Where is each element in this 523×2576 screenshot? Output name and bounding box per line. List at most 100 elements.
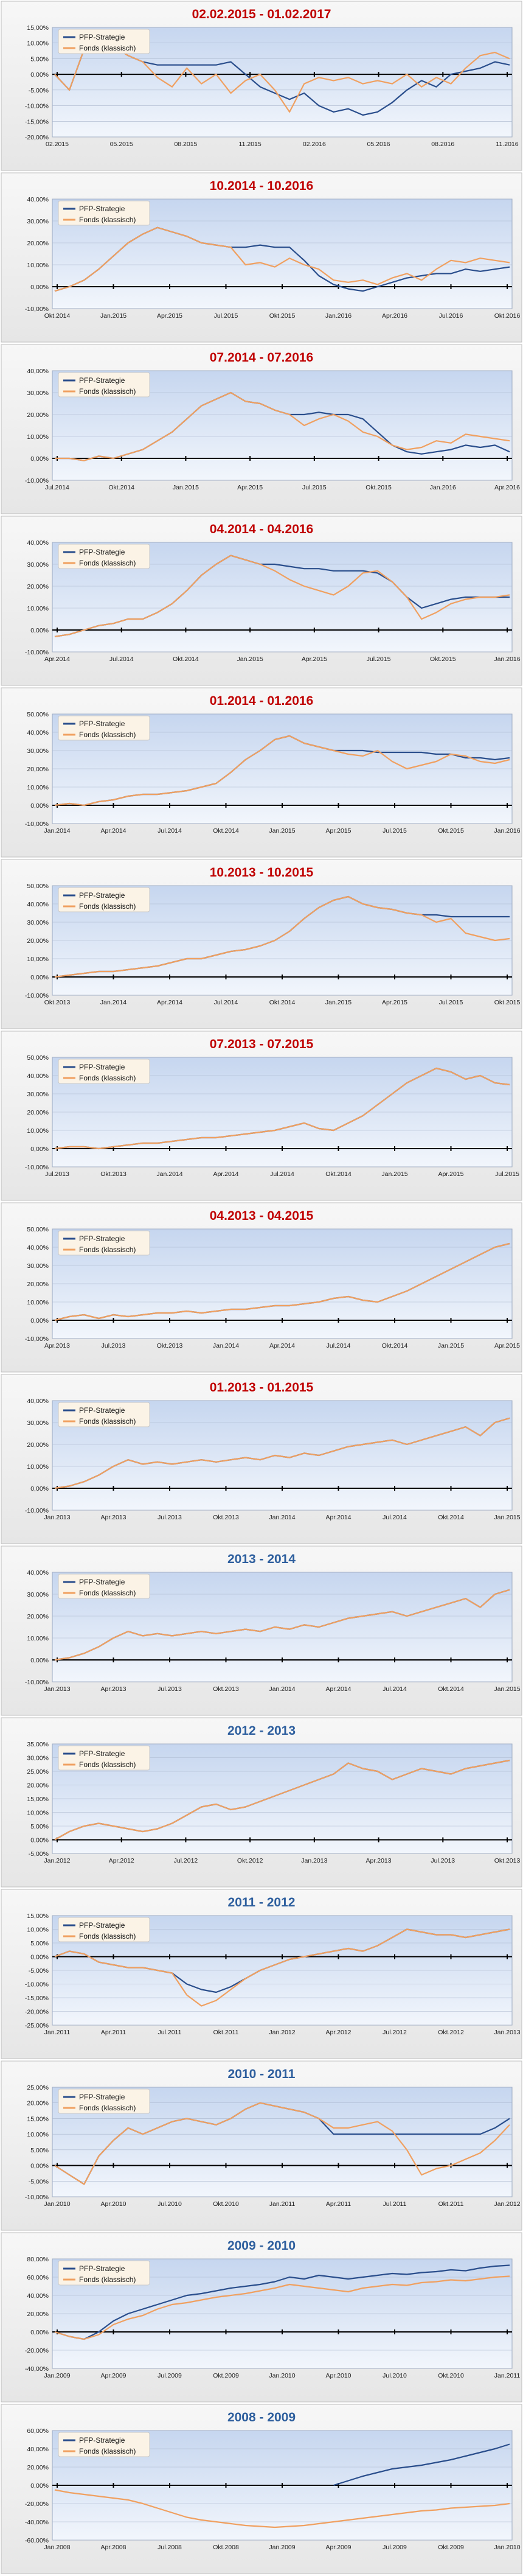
chart-panel: 2009 - 2010 80,00% 60,00% 40,00% 20,00% 0,00%…: [0, 2231, 523, 2403]
chart-svg: 04.2013 - 04.2015 50,00% 40,00% 30,00% 20,00…: [1, 1202, 522, 1373]
y-tick-label: 5,00%: [30, 2147, 49, 2154]
chart-panel: 2012 - 2013 35,00% 30,00% 25,00% 20,00% 15,00…: [0, 1717, 523, 1888]
y-tick-label: 0,00%: [30, 1657, 49, 1664]
y-tick-label: -60,00%: [25, 2537, 49, 2544]
chart-title: 04.2013 - 04.2015: [210, 1209, 314, 1223]
y-tick-label: 25,00%: [27, 1768, 49, 1776]
x-tick-label: Okt.2013: [494, 1857, 521, 1864]
x-tick-label: Apr.2010: [100, 2200, 126, 2208]
x-tick-label: Jan.2015: [237, 656, 263, 663]
y-tick-label: 0,00%: [30, 1954, 49, 1961]
x-tick-label: Jul.2015: [383, 827, 407, 835]
chart-svg: 01.2014 - 01.2016 50,00% 40,00% 30,00% 20,00…: [1, 687, 522, 858]
x-tick-label: Okt.2015: [430, 656, 456, 663]
y-tick-label: 0,00%: [30, 1485, 49, 1493]
chart-panel: 02.02.2015 - 01.02.2017 15,00% 10,00% 5,00%…: [0, 0, 523, 172]
chart-panel: 2011 - 2012 15,00% 10,00% 5,00% 0,00% -5,00% -…: [0, 1888, 523, 2060]
chart-title: 01.2014 - 01.2016: [210, 694, 313, 708]
x-tick-label: Apr.2008: [100, 2544, 126, 2551]
x-tick-label: Jul.2013: [45, 1171, 69, 1178]
series-line-fund: [54, 1928, 510, 2007]
y-tick-label: 40,00%: [27, 1244, 49, 1251]
chart-title: 2013 - 2014: [227, 1552, 296, 1566]
x-tick-label: Jul.2014: [270, 1171, 294, 1178]
x-tick-label: Jan.2009: [44, 2372, 70, 2379]
x-tick-label: Jul.2011: [158, 2029, 182, 2036]
x-tick-label: Jul.2015: [439, 999, 463, 1006]
y-tick-label: 20,00%: [27, 411, 49, 419]
y-tick-label: 40,00%: [27, 1569, 49, 1577]
y-tick-label: -5,00%: [29, 1967, 49, 1975]
legend-label: PFP-Strategie: [79, 1921, 125, 1930]
y-tick-label: 50,00%: [27, 1054, 49, 1062]
x-tick-label: Okt.2014: [382, 1342, 408, 1349]
chart-panel: 04.2014 - 04.2016 40,00% 30,00% 20,00% 10,00…: [0, 515, 523, 687]
chart-title: 02.02.2015 - 01.02.2017: [192, 7, 331, 21]
x-tick-label: Jul.2014: [383, 1685, 407, 1693]
x-tick-label: Apr.2013: [100, 1514, 126, 1521]
x-tick-label: Okt.2013: [44, 999, 71, 1006]
series-line-fund: [54, 1242, 510, 1321]
x-tick-label: Okt.2014: [173, 656, 199, 663]
legend-label: Fonds (klassisch): [79, 2104, 136, 2112]
y-tick-label: 10,00%: [27, 956, 49, 963]
x-tick-label: 08.2015: [174, 141, 197, 148]
chart-panel: 01.2013 - 01.2015 40,00% 30,00% 20,00% 10,00…: [0, 1373, 523, 1545]
y-tick-label: 20,00%: [27, 1613, 49, 1620]
y-tick-label: 20,00%: [27, 766, 49, 773]
legend-box: [58, 1402, 150, 1427]
y-tick-label: -10,00%: [25, 992, 49, 999]
x-tick-label: 08.2016: [431, 141, 454, 148]
y-tick-label: 20,00%: [27, 1782, 49, 1790]
y-tick-label: 20,00%: [27, 1441, 49, 1449]
x-tick-label: Apr.2014: [44, 656, 70, 663]
x-tick-label: Jan.2012: [494, 2200, 520, 2208]
chart-svg: 10.2014 - 10.2016 40,00% 30,00% 20,00% 10,00…: [1, 172, 522, 343]
x-tick-label: Jul.2014: [45, 484, 69, 491]
legend-label: Fonds (klassisch): [79, 1074, 136, 1082]
chart-svg: 07.2014 - 07.2016 40,00% 30,00% 20,00% 10,00…: [1, 344, 522, 514]
x-tick-label: Apr.2010: [325, 2372, 351, 2379]
y-tick-label: 0,00%: [30, 71, 49, 79]
x-tick-label: Jul.2013: [158, 1685, 182, 1693]
y-tick-label: 20,00%: [27, 240, 49, 247]
x-tick-label: Okt.2015: [494, 999, 521, 1006]
legend-box: [58, 1917, 150, 1942]
series-line-fund: [54, 2275, 510, 2340]
x-tick-label: Jul.2012: [174, 1857, 198, 1864]
y-tick-label: 20,00%: [27, 1109, 49, 1116]
x-tick-label: 02.2016: [303, 141, 326, 148]
x-tick-label: Jan.2010: [494, 2544, 520, 2551]
chart-svg: 2008 - 2009 60,00% 40,00% 20,00% 0,00% -20,00…: [1, 2404, 522, 2574]
y-tick-label: 10,00%: [27, 1635, 49, 1642]
x-tick-label: Jan.2016: [494, 656, 520, 663]
chart-panel: 2008 - 2009 60,00% 40,00% 20,00% 0,00% -20,00…: [0, 2403, 523, 2575]
y-tick-label: 40,00%: [27, 1073, 49, 1080]
x-tick-label: Jul.2009: [158, 2372, 182, 2379]
y-tick-label: 20,00%: [27, 1281, 49, 1288]
y-tick-label: -15,00%: [25, 1995, 49, 2002]
legend-label: PFP-Strategie: [79, 2436, 125, 2445]
x-tick-label: Jul.2015: [302, 484, 327, 491]
x-tick-label: Jan.2012: [269, 2029, 295, 2036]
y-tick-label: 10,00%: [27, 1463, 49, 1471]
legend-label: PFP-Strategie: [79, 2093, 125, 2101]
series-line-fund: [54, 1759, 510, 1841]
legend-label: PFP-Strategie: [79, 2264, 125, 2273]
x-tick-label: Okt.2014: [213, 827, 239, 835]
y-tick-label: 20,00%: [27, 937, 49, 945]
y-tick-label: -10,00%: [25, 1164, 49, 1171]
series-line-strategy: [54, 2264, 510, 2340]
x-tick-label: Jan.2015: [173, 484, 199, 491]
x-tick-label: Jan.2011: [44, 2029, 71, 2036]
x-tick-label: Apr.2011: [326, 2200, 351, 2208]
y-tick-label: 20,00%: [27, 2311, 49, 2318]
x-tick-label: Jul.2013: [158, 1514, 182, 1521]
y-tick-label: 30,00%: [27, 747, 49, 755]
x-tick-label: Jan.2016: [494, 827, 520, 835]
x-tick-label: Okt.2016: [494, 312, 521, 320]
x-tick-label: Jan.2008: [44, 2544, 70, 2551]
x-tick-label: Jul.2014: [327, 1342, 351, 1349]
y-tick-label: -20,00%: [25, 2009, 49, 2016]
legend-label: PFP-Strategie: [79, 1234, 125, 1243]
